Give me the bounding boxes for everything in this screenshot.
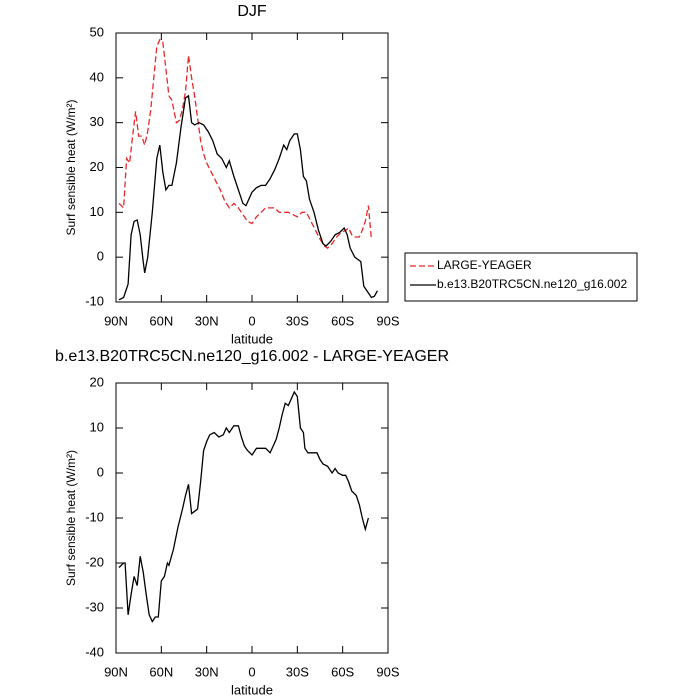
data-line xyxy=(118,390,370,623)
y-tick-label: 0 xyxy=(97,464,104,479)
y-tick-label: 50 xyxy=(90,24,104,39)
data-line xyxy=(118,38,373,250)
y-tick-label: 20 xyxy=(90,159,104,174)
y-tick-label: 40 xyxy=(90,69,104,84)
y-axis-label: Surf sensible heat (W/m²) xyxy=(64,450,78,586)
legend-label: b.e13.B20TRC5CN.ne120_g16.002 xyxy=(437,277,627,291)
x-tick-label: 30S xyxy=(286,313,309,328)
x-axis-label: latitude xyxy=(231,331,273,346)
x-tick-label: 90N xyxy=(104,313,128,328)
x-tick-label: 60N xyxy=(149,664,173,679)
x-tick-label: 60S xyxy=(331,313,354,328)
x-tick-label: 30N xyxy=(195,313,219,328)
x-tick-label: 0 xyxy=(248,313,255,328)
legend-box xyxy=(404,252,638,302)
y-tick-label: -40 xyxy=(85,644,104,659)
y-tick-label: -10 xyxy=(85,509,104,524)
data-line xyxy=(118,94,378,301)
y-tick-label: -20 xyxy=(85,554,104,569)
plot-frame xyxy=(115,32,389,303)
y-axis-label: Surf sensible heat (W/m²) xyxy=(64,99,78,235)
y-tick-label: -30 xyxy=(85,599,104,614)
y-tick-label: 10 xyxy=(90,419,104,434)
x-tick-label: 90N xyxy=(104,664,128,679)
y-tick-label: 10 xyxy=(90,204,104,219)
plot-frame xyxy=(115,382,389,654)
x-tick-label: 30N xyxy=(195,664,219,679)
y-tick-label: -10 xyxy=(85,293,104,308)
y-tick-label: 20 xyxy=(90,374,104,389)
x-tick-label: 0 xyxy=(248,664,255,679)
legend-label: LARGE-YEAGER xyxy=(437,258,532,272)
y-tick-label: 0 xyxy=(97,249,104,264)
x-tick-label: 90S xyxy=(376,313,399,328)
y-tick-label: 30 xyxy=(90,114,104,129)
x-tick-label: 90S xyxy=(376,664,399,679)
chart-title: b.e13.B20TRC5CN.ne120_g16.002 - LARGE-YE… xyxy=(55,348,449,365)
x-tick-label: 60S xyxy=(331,664,354,679)
x-tick-label: 60N xyxy=(149,313,173,328)
x-axis-label: latitude xyxy=(231,682,273,697)
chart-title: DJF xyxy=(237,3,267,20)
x-tick-label: 30S xyxy=(286,664,309,679)
